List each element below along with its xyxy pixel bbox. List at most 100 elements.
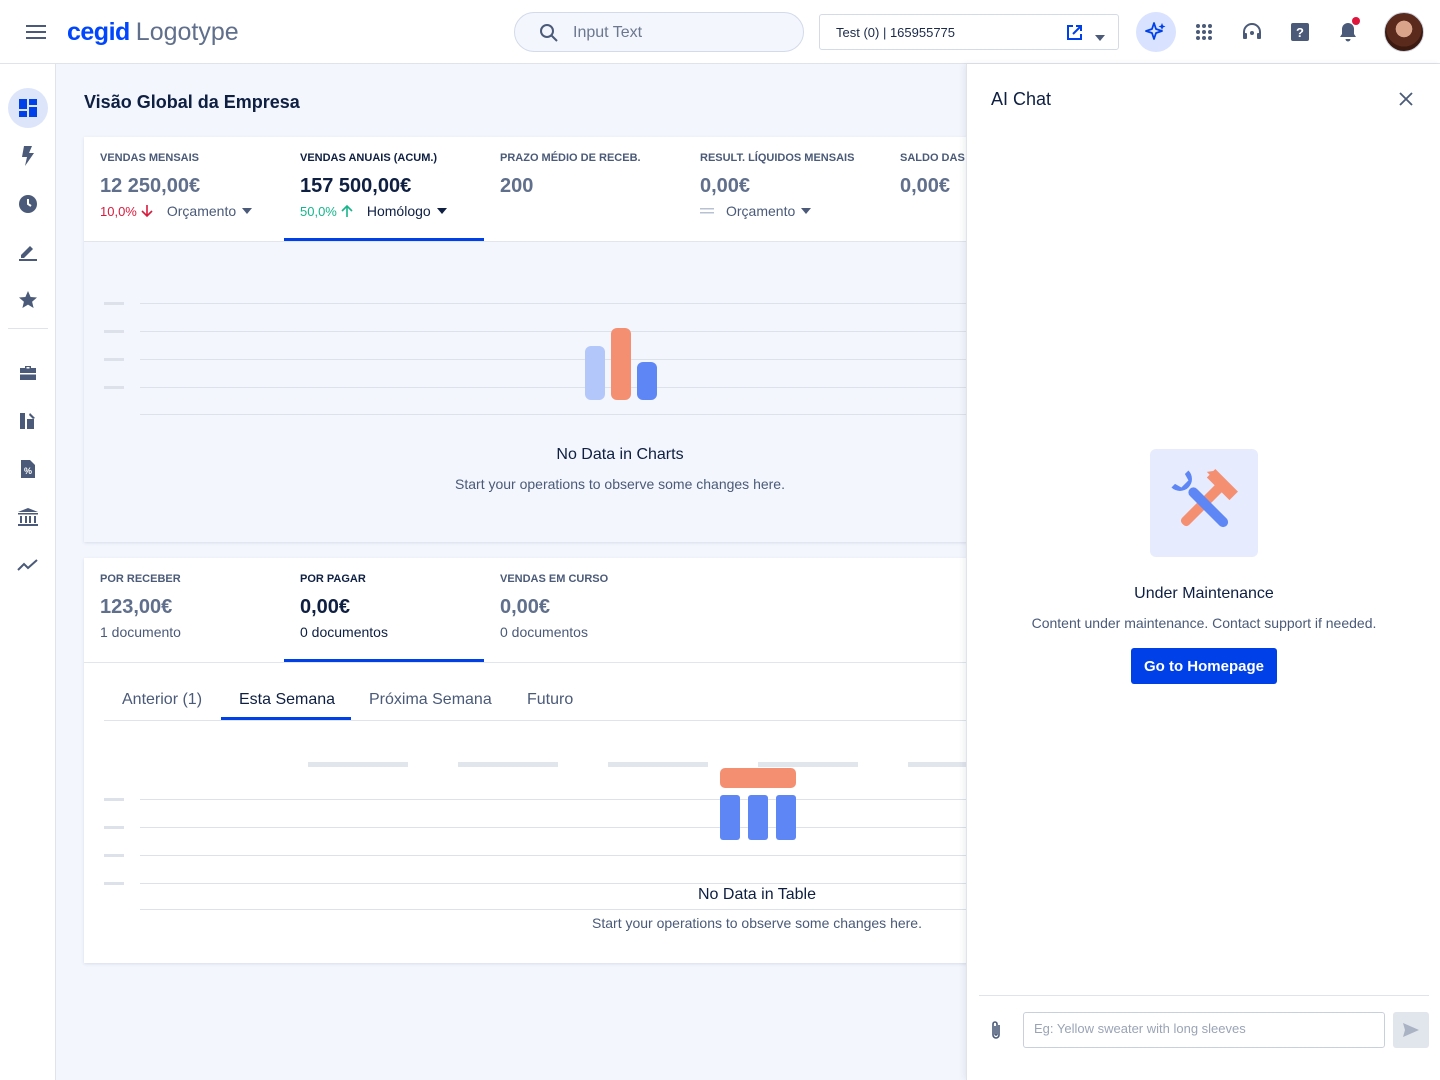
kpi-value: 0,00€	[500, 596, 551, 618]
sidebar-divider	[8, 328, 48, 329]
sidebar-item-bank[interactable]	[8, 497, 48, 537]
search-input[interactable]	[573, 22, 773, 44]
search-icon	[539, 23, 559, 48]
sidebar-item-invoices[interactable]: %	[8, 449, 48, 489]
chevron-down-icon	[801, 208, 812, 214]
kpi-value: 200	[500, 175, 534, 197]
empty-chart-subtitle: Start your operations to observe some ch…	[455, 476, 785, 492]
go-to-homepage-button[interactable]: Go to Homepage	[1131, 648, 1277, 684]
equal-icon	[700, 208, 714, 214]
grid-line	[140, 387, 984, 388]
tab-future[interactable]: Futuro	[527, 691, 574, 708]
compare-dropdown[interactable]: Homólogo	[367, 203, 447, 219]
sidebar-item-favorites[interactable]	[8, 280, 48, 320]
close-icon[interactable]	[1391, 84, 1421, 114]
logo[interactable]: cegid Logotype	[67, 17, 239, 47]
sidebar-item-flash[interactable]	[8, 136, 48, 176]
maintenance-subtitle: Content under maintenance. Contact suppo…	[1031, 615, 1377, 631]
chevron-down-icon[interactable]	[1095, 28, 1105, 46]
apps-grid-icon[interactable]	[1184, 12, 1224, 52]
sidebar: %	[0, 64, 56, 1080]
open-external-icon[interactable]	[1065, 24, 1083, 47]
paperclip-icon[interactable]	[985, 1018, 1007, 1042]
axis-tick	[104, 330, 124, 333]
table-tick	[104, 882, 124, 885]
kpi-payables[interactable]: POR PAGAR 0,00€ 0 documentos	[284, 558, 484, 662]
kpi-value: 0,00€	[300, 596, 351, 618]
menu-icon[interactable]	[20, 18, 52, 46]
table-tick	[104, 826, 124, 829]
support-headset-icon[interactable]	[1232, 12, 1272, 52]
logo-brand: cegid	[67, 18, 130, 46]
axis-tick	[104, 302, 124, 305]
kpi-sub: 1 documento	[100, 624, 181, 640]
compare-dropdown[interactable]: Orçamento	[726, 203, 812, 219]
trend-icon	[17, 559, 38, 571]
ai-sparkle-icon[interactable]	[1136, 12, 1176, 52]
bell-icon[interactable]	[1328, 12, 1368, 52]
chat-message-input[interactable]	[1023, 1012, 1385, 1048]
company-selector[interactable]: Test (0) | 165955775	[819, 14, 1119, 50]
send-button[interactable]	[1393, 1012, 1429, 1048]
bar-chart-illustration-icon	[585, 328, 657, 400]
compare-dropdown-label: Homólogo	[366, 203, 431, 219]
table-header-placeholder	[458, 762, 558, 767]
arrow-up-icon	[341, 204, 353, 217]
bank-icon	[18, 508, 38, 526]
kpi-label: PRAZO MÉDIO DE RECEB.	[500, 152, 641, 164]
table-tick	[104, 854, 124, 857]
ai-chat-panel: AI Chat Under Maintenance Content under …	[966, 64, 1440, 1080]
kpi-receivables[interactable]: POR RECEBER 123,00€ 1 documento	[84, 558, 284, 662]
kpi-pct: 50,0%	[300, 203, 337, 219]
avatar[interactable]	[1384, 12, 1424, 52]
help-icon[interactable]: ?	[1280, 12, 1320, 52]
kpi-monthly-sales[interactable]: VENDAS MENSAIS 12 250,00€ 10,0% Orçament…	[84, 137, 284, 241]
sidebar-item-analytics[interactable]	[8, 545, 48, 585]
send-icon	[1403, 1023, 1419, 1037]
grid-line	[140, 303, 984, 304]
company-selector-label: Test (0) | 165955775	[836, 25, 956, 40]
tab-previous[interactable]: Anterior (1)	[122, 691, 203, 708]
tab-next-week[interactable]: Próxima Semana	[369, 691, 492, 708]
sidebar-item-edit[interactable]	[8, 232, 48, 272]
kpi-sub: 50,0% Homólogo	[300, 203, 447, 219]
empty-table-title: No Data in Table	[698, 886, 816, 903]
chat-divider	[979, 995, 1429, 996]
page-title: Visão Global da Empresa	[84, 92, 300, 112]
sidebar-item-documents[interactable]	[8, 401, 48, 441]
kpi-label: VENDAS MENSAIS	[100, 152, 200, 164]
tab-this-week[interactable]: Esta Semana	[239, 691, 336, 708]
kpi-balance[interactable]: SALDO DAS 0,00€	[884, 137, 984, 241]
chevron-down-icon	[242, 208, 253, 214]
table-line	[140, 799, 984, 800]
empty-chart-title: No Data in Charts	[556, 446, 684, 463]
empty-table-subtitle: Start your operations to observe some ch…	[592, 915, 922, 931]
kpi-label: VENDAS EM CURSO	[500, 573, 609, 585]
table-header-placeholder	[758, 762, 858, 767]
kpi-label: POR RECEBER	[100, 573, 181, 585]
axis-tick	[104, 386, 124, 389]
kpi-annual-sales[interactable]: VENDAS ANUAIS (ACUM.) 157 500,00€ 50,0% …	[284, 137, 484, 241]
pen-icon	[19, 246, 37, 261]
kpi-avg-collection[interactable]: PRAZO MÉDIO DE RECEB. 200	[484, 137, 684, 241]
payables-card: POR RECEBER 123,00€ 1 documento POR PAGA…	[84, 558, 984, 963]
kpi-sub: Orçamento	[700, 203, 812, 219]
sidebar-item-business[interactable]	[8, 353, 48, 393]
kpi-sub: 10,0% Orçamento	[100, 203, 253, 219]
sidebar-item-recent[interactable]	[8, 184, 48, 224]
svg-text:?: ?	[1296, 25, 1304, 40]
table-header-placeholder	[908, 762, 984, 767]
kpi-sub: 0 documentos	[300, 624, 388, 640]
search-box[interactable]	[514, 12, 804, 52]
period-tabs: Anterior (1) Esta Semana Próxima Semana …	[104, 683, 984, 721]
compare-dropdown[interactable]: Orçamento	[167, 203, 253, 219]
clock-icon	[19, 195, 37, 213]
payables-row: POR RECEBER 123,00€ 1 documento POR PAGA…	[84, 558, 984, 663]
kpi-label: RESULT. LÍQUIDOS MENSAIS	[700, 152, 855, 164]
kpi-net-results[interactable]: RESULT. LÍQUIDOS MENSAIS 0,00€ Orçamento	[684, 137, 884, 241]
sidebar-item-dashboard[interactable]	[8, 88, 48, 128]
kpi-sales-in-progress[interactable]: VENDAS EM CURSO 0,00€ 0 documentos	[484, 558, 684, 662]
grid-line	[140, 414, 984, 415]
table-tick	[104, 798, 124, 801]
